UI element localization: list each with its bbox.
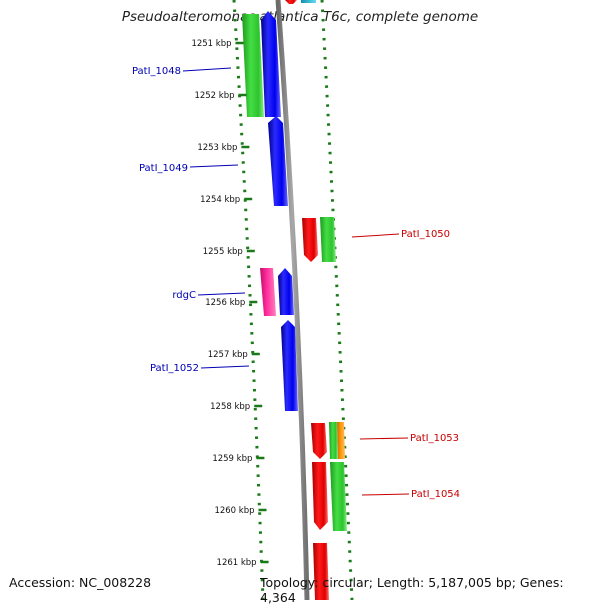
gene-blue-1 <box>261 11 281 117</box>
accession-text: Accession: NC_008228 <box>9 575 152 590</box>
scale-label: 1260 kbp <box>214 506 254 516</box>
gene-red-1054 <box>312 462 328 530</box>
map-title: Pseudoalteromonas atlantica T6c, complet… <box>121 9 479 25</box>
gene-blue-3 <box>278 268 294 315</box>
gene-red-bottom <box>313 543 329 600</box>
gene-orange-1053 <box>337 422 345 459</box>
scale-label: 1253 kbp <box>197 143 237 153</box>
genome-backbone <box>275 0 310 600</box>
gene-green-1050 <box>320 217 336 262</box>
gene-green-1 <box>242 14 264 117</box>
leader-line-patl-1052 <box>200 365 250 369</box>
gene-label-patl-1048[interactable]: PatI_1048 <box>132 66 181 77</box>
gene-blue-2 <box>268 116 288 206</box>
leader-line-patl-1049 <box>189 164 239 168</box>
scale-label: 1257 kbp <box>208 350 248 360</box>
gene-green-1054 <box>330 462 347 531</box>
gene-label-patl-1049[interactable]: PatI_1049 <box>139 163 188 174</box>
gene-label-patl-1053[interactable]: PatI_1053 <box>410 433 459 444</box>
gene-label-patl-1052[interactable]: PatI_1052 <box>150 363 199 374</box>
scale-label: 1256 kbp <box>205 298 245 308</box>
leader-line-patl-1048 <box>182 67 232 72</box>
scale-label: 1261 kbp <box>217 558 257 568</box>
gene-magenta-1 <box>260 268 276 316</box>
topology-text: Topology: circular; Length: 5,187,005 bp… <box>260 575 564 605</box>
scale-label: 1259 kbp <box>212 454 252 464</box>
scale-label: 1258 kbp <box>210 402 250 412</box>
scale-label: 1252 kbp <box>194 91 234 101</box>
gene-green-1053 <box>329 422 338 459</box>
scale-label: 1251 kbp <box>191 39 231 49</box>
scale-label: 1255 kbp <box>203 247 243 257</box>
gene-label-patl-1054[interactable]: PatI_1054 <box>411 489 460 500</box>
leader-line-patl-1050 <box>351 233 400 238</box>
gene-label-rdgc[interactable]: rdgC <box>172 290 196 301</box>
gene-red-top <box>285 0 297 4</box>
gene-cyan-top <box>301 0 316 3</box>
scale-label: 1254 kbp <box>200 195 240 205</box>
leader-line-patl-1053 <box>359 437 409 440</box>
gene-red-1053 <box>311 423 327 459</box>
gene-label-patl-1050[interactable]: PatI_1050 <box>401 229 450 240</box>
gene-red-1050 <box>302 218 318 262</box>
leader-line-rdgc <box>197 292 246 296</box>
scale-axis: 1251 kbp 1252 kbp 1253 kbp 1254 kbp 1255 kbp… <box>191 39 269 568</box>
gene-blue-4 <box>281 320 298 411</box>
leader-line-patl-1054 <box>361 493 410 496</box>
